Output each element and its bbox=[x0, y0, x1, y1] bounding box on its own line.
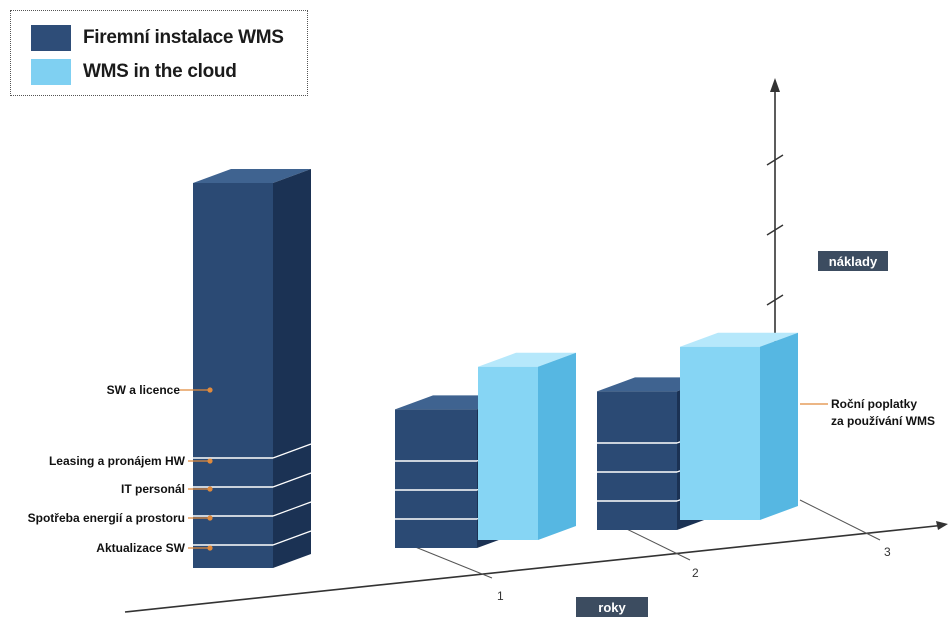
x-axis-arrowhead bbox=[936, 521, 948, 530]
stack-separator-side bbox=[272, 530, 312, 546]
bar-top-face bbox=[478, 352, 576, 367]
component-label-leasing-hw: Leasing a pronájem HW bbox=[48, 454, 185, 468]
year-tick-label-2: 2 bbox=[692, 566, 699, 580]
year-guide-line-3 bbox=[799, 499, 881, 541]
leader-dot-2 bbox=[207, 458, 213, 464]
legend-label-cloud: WMS in the cloud bbox=[83, 61, 237, 82]
bar-front-face bbox=[395, 409, 477, 548]
bar-front-face bbox=[193, 183, 273, 568]
bar-front-face bbox=[680, 346, 760, 520]
y-axis-label-box: náklady bbox=[818, 251, 888, 271]
bar-cloud-1 bbox=[478, 352, 576, 540]
year-tick-label-1: 1 bbox=[497, 589, 504, 603]
year-tick-label-3: 3 bbox=[884, 545, 891, 559]
legend-item-onprem: Firemní instalace WMS bbox=[31, 25, 284, 51]
leader-dot-1 bbox=[207, 387, 213, 393]
legend-swatch-onprem bbox=[31, 25, 71, 51]
leader-dot-4 bbox=[207, 515, 213, 521]
bar-front-face bbox=[597, 391, 677, 530]
bar-onprem-initial bbox=[193, 169, 312, 568]
y-axis-label: náklady bbox=[828, 253, 878, 269]
leader-dot-3 bbox=[207, 486, 213, 492]
stack-separator-side bbox=[272, 472, 312, 488]
y-axis-arrowhead bbox=[770, 78, 780, 92]
bar-top-face bbox=[193, 169, 311, 183]
legend-item-cloud: WMS in the cloud bbox=[31, 59, 237, 85]
y-axis-tick-2 bbox=[766, 224, 784, 236]
component-label-sw-updates: Aktualizace SW bbox=[96, 541, 185, 555]
leader-lines bbox=[180, 387, 828, 551]
cloud-fee-line-1: Roční poplatky bbox=[831, 397, 918, 411]
bar-side-face bbox=[538, 352, 576, 540]
y-axis-tick-1 bbox=[766, 154, 784, 166]
cloud-fee-annotation: Roční poplatky za používání WMS bbox=[831, 396, 946, 430]
bar-cloud-3 bbox=[680, 332, 798, 520]
component-label-it-staff: IT personál bbox=[120, 482, 185, 496]
x-axis-label-box: roky bbox=[576, 597, 648, 617]
x-axis-label: roky bbox=[598, 599, 626, 615]
legend: Firemní instalace WMS WMS in the cloud bbox=[10, 10, 308, 96]
stack-separator-side bbox=[272, 501, 312, 517]
legend-swatch-cloud bbox=[31, 59, 71, 85]
component-label-energy-space: Spotřeba energií a prostoru bbox=[27, 511, 185, 525]
stack-separator-side bbox=[272, 443, 312, 459]
leader-dot-5 bbox=[207, 545, 213, 551]
bar-side-face bbox=[273, 169, 311, 568]
component-label-sw-licence: SW a licence bbox=[106, 383, 180, 397]
legend-label-onprem: Firemní instalace WMS bbox=[83, 27, 284, 48]
bar-top-face bbox=[680, 332, 798, 347]
y-axis-tick-3 bbox=[766, 294, 784, 306]
x-axis-line bbox=[124, 524, 946, 613]
bar-front-face bbox=[478, 366, 538, 540]
bar-side-face bbox=[760, 332, 798, 520]
cloud-fee-line-2: za používání WMS bbox=[831, 414, 936, 428]
bars bbox=[193, 169, 798, 568]
